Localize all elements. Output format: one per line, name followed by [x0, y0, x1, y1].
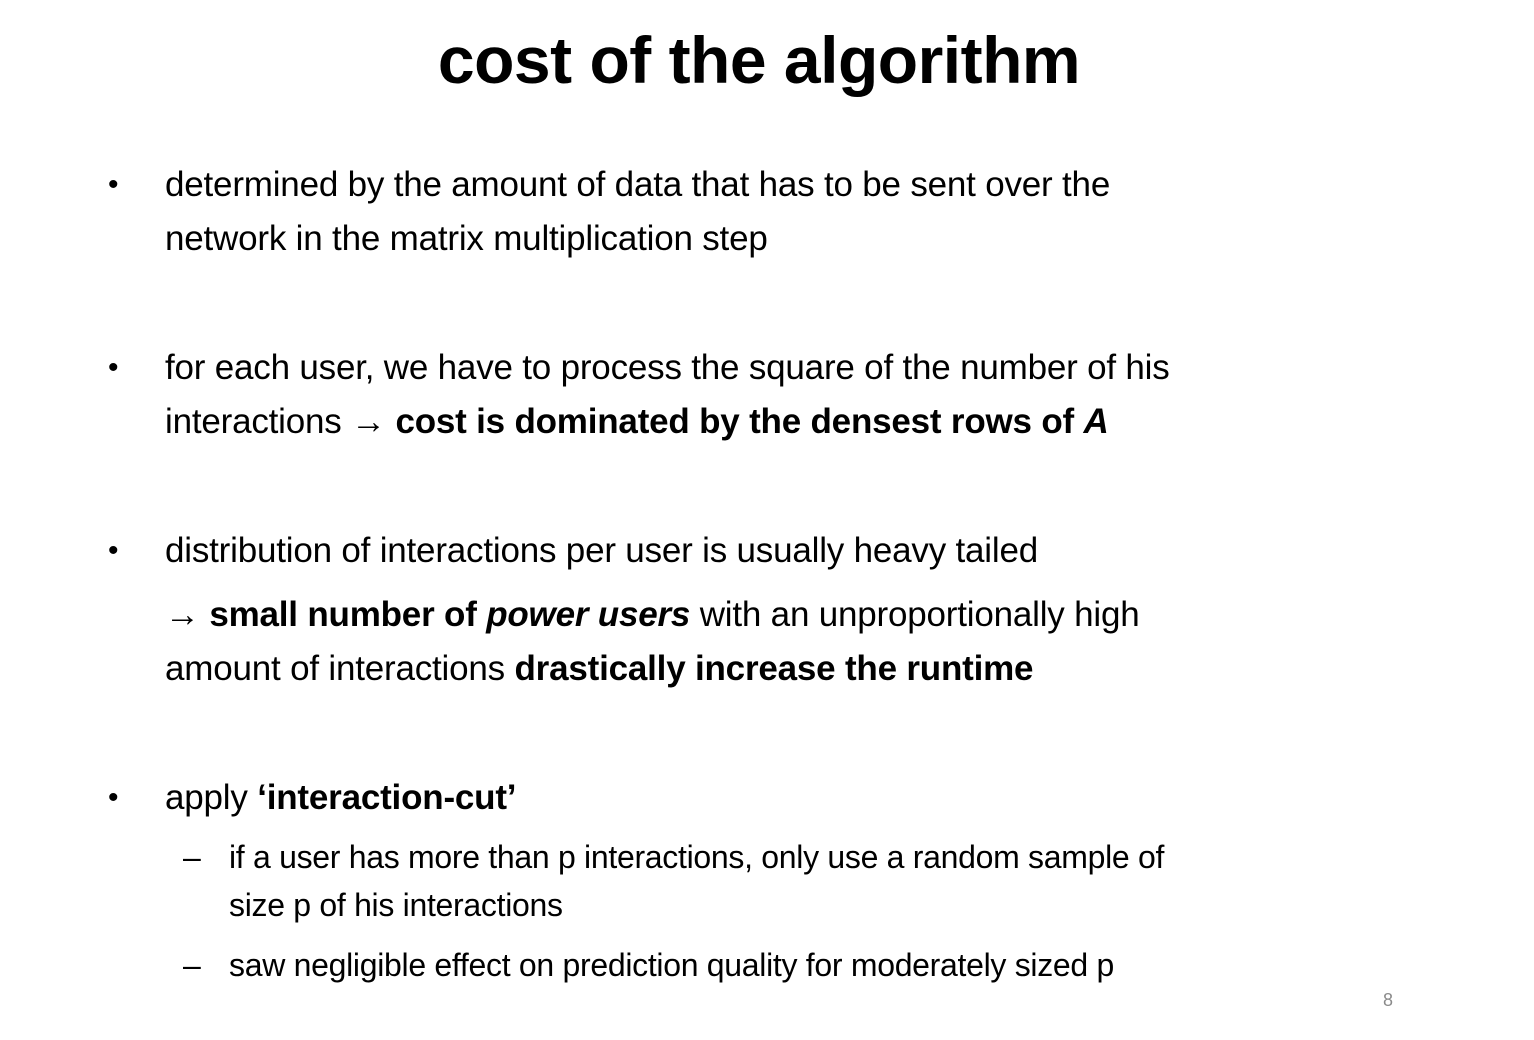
dash-icon: – — [183, 947, 201, 983]
bullet-1-line-1: determined by the amount of data that ha… — [165, 165, 1111, 204]
interaction-cut-term: ‘interaction-cut’ — [257, 778, 517, 817]
bullet-3-line-3: amount of interactions drastically incre… — [165, 642, 1395, 696]
matrix-symbol: A — [1083, 402, 1109, 441]
bullet-3-text-2: amount of interactions — [165, 649, 515, 688]
bullet-3-line-2: → small number of power users with an un… — [165, 588, 1395, 642]
sub-item-1-line-2: size p of his interactions — [229, 887, 563, 923]
bullet-2-line-2: interactions → cost is dominated by the … — [165, 395, 1395, 449]
bullet-2: for each user, we have to process the sq… — [165, 341, 1395, 449]
bullet-3-emphasis: → small number of — [165, 595, 487, 634]
sub-item-1: if a user has more than p interactions, … — [229, 833, 1379, 929]
sub-item-2-line-1: saw negligible effect on prediction qual… — [229, 947, 1115, 983]
bullet-2-line-1: for each user, we have to process the sq… — [165, 348, 1170, 387]
bullet-2-text: interactions → — [165, 402, 396, 441]
bullet-icon: • — [108, 534, 119, 567]
page-number: 8 — [1383, 990, 1394, 1010]
bullet-icon: • — [108, 351, 119, 384]
slide-title: cost of the algorithm — [437, 23, 1081, 97]
bullet-1: determined by the amount of data that ha… — [165, 158, 1395, 266]
bullet-3-line-1: distribution of interactions per user is… — [165, 531, 1038, 570]
bullet-3: distribution of interactions per user is… — [165, 524, 1395, 696]
bullet-4-text: apply — [165, 778, 258, 817]
bullet-2-emphasis: cost is dominated by the densest rows of — [395, 402, 1084, 441]
bullet-4: apply ‘interaction-cut’ — [165, 771, 1395, 825]
bullet-4-line-1: apply ‘interaction-cut’ — [165, 771, 1395, 825]
bullet-3-emphasis-2: drastically increase the runtime — [514, 649, 1034, 688]
sub-item-1-line-1: if a user has more than p interactions, … — [229, 839, 1165, 875]
dash-icon: – — [183, 839, 201, 875]
bullet-icon: • — [108, 168, 119, 201]
bullet-3-text: with an unproportionally high — [690, 595, 1140, 634]
bullet-1-line-2: network in the matrix multiplication ste… — [165, 219, 768, 258]
bullet-icon: • — [108, 781, 119, 814]
sub-item-2: saw negligible effect on prediction qual… — [229, 941, 1379, 989]
power-users-term: power users — [486, 595, 691, 634]
